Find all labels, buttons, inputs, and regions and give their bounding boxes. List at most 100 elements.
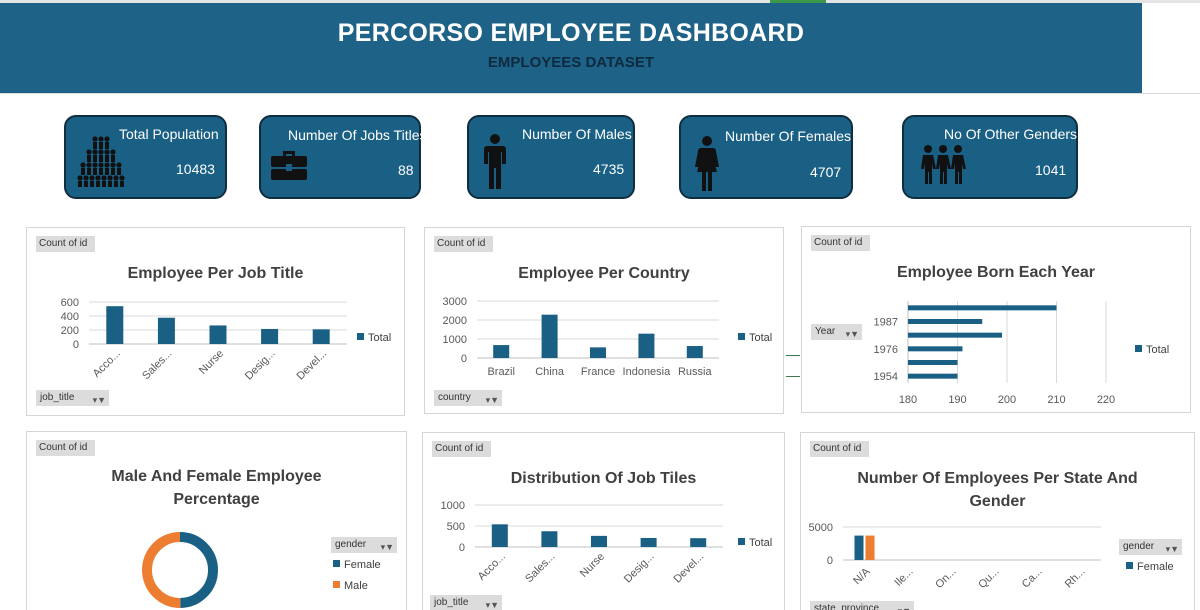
y-tick-label: 200 bbox=[61, 325, 79, 337]
job-title-filter-button[interactable]: job_title ▾▼ bbox=[430, 595, 502, 610]
x-tick-label: Brazil bbox=[487, 366, 515, 378]
gender-filter-button[interactable]: gender ▾▼ bbox=[331, 537, 397, 553]
briefcase-icon bbox=[271, 151, 307, 180]
year-filter-button[interactable]: Year ▾▼ bbox=[811, 324, 862, 340]
x-tick-label: Devel... bbox=[671, 551, 706, 586]
bar bbox=[865, 535, 875, 560]
x-tick-label: 190 bbox=[948, 394, 966, 406]
count-of-id-button[interactable]: Count of id bbox=[36, 236, 96, 252]
bar bbox=[541, 314, 558, 358]
chart-title-line-1: Number Of Employees Per State And bbox=[857, 470, 1138, 487]
y-tick-label: 1000 bbox=[443, 334, 467, 346]
x-tick-label: 210 bbox=[1047, 394, 1065, 406]
x-tick-label: Desig... bbox=[622, 551, 657, 586]
female-person-icon bbox=[695, 136, 719, 191]
legend-swatch bbox=[333, 560, 340, 567]
bar bbox=[640, 537, 657, 547]
legend-swatch bbox=[738, 333, 745, 340]
legend-label: Total bbox=[1146, 344, 1170, 356]
kpi-label: Total Population bbox=[119, 126, 219, 142]
x-tick-label: Russia bbox=[678, 366, 713, 378]
bar bbox=[209, 325, 227, 344]
legend-item-male: Male bbox=[333, 580, 381, 592]
filter-label: Year bbox=[815, 326, 836, 337]
kpi-value: 88 bbox=[398, 162, 414, 178]
x-tick-label: Nurse bbox=[578, 551, 607, 580]
count-of-id-button[interactable]: Count of id bbox=[36, 440, 96, 456]
state-province-filter-button[interactable]: state_province ▾▼ bbox=[810, 601, 914, 610]
bar bbox=[157, 317, 175, 344]
bar bbox=[493, 345, 510, 358]
filter-label: gender bbox=[1123, 541, 1155, 552]
kpi-value: 4735 bbox=[593, 161, 625, 177]
state-gender-bar-chart: 0 5000 N/A Ile... On... Qu... Ca... Rh... bbox=[809, 522, 1101, 591]
x-tick-label: N/A bbox=[851, 565, 873, 587]
panel-employee-per-job-title: Count of id Employee Per Job Title 0 200 4… bbox=[26, 227, 405, 416]
kpi-females: Number Of Females 4707 bbox=[679, 115, 853, 199]
filter-icon: ▾▼ bbox=[380, 542, 394, 552]
y-tick-label: 5000 bbox=[809, 522, 833, 534]
job-title-filter-button[interactable]: job_title ▾▼ bbox=[36, 390, 109, 406]
group-icon bbox=[921, 145, 966, 184]
kpi-label: No Of Other Genders bbox=[944, 126, 1078, 142]
count-of-id-button[interactable]: Count of id bbox=[811, 235, 871, 251]
bar bbox=[908, 319, 983, 324]
filter-label: country bbox=[438, 392, 471, 403]
country-bar-chart: 0 1000 2000 3000 Brazil China France Indonesia R… bbox=[443, 296, 719, 378]
x-tick-label: Acco... bbox=[476, 551, 508, 583]
kpi-total-population: Total Population 10483 bbox=[64, 115, 227, 199]
x-tick-label: Devel... bbox=[294, 348, 329, 383]
chart-title-line-2: Gender bbox=[969, 493, 1026, 510]
kpi-males: Number Of Males 4735 bbox=[467, 115, 635, 199]
x-tick-label: Sales... bbox=[140, 348, 174, 382]
x-tick-label: Ca... bbox=[1020, 566, 1045, 591]
panel-gender-percentage: Count of id Male And Female Employee Per… bbox=[26, 431, 407, 610]
chart-legend: Total bbox=[1135, 344, 1169, 356]
x-tick-label: 220 bbox=[1097, 394, 1115, 406]
x-tick-label: Acco... bbox=[91, 348, 123, 380]
y-tick-label: 3000 bbox=[443, 296, 467, 308]
legend-item-female: Female bbox=[333, 559, 381, 571]
chart-title: Distribution Of Job Tiles bbox=[510, 470, 697, 487]
legend-swatch bbox=[333, 581, 340, 588]
kpi-label: Number Of Males bbox=[522, 126, 632, 142]
people-pyramid-icon bbox=[77, 136, 125, 187]
bar bbox=[590, 347, 606, 358]
bar bbox=[312, 329, 330, 344]
legend-label: Total bbox=[749, 332, 773, 344]
bar bbox=[261, 328, 279, 344]
x-tick-label: 200 bbox=[998, 394, 1016, 406]
sheet-top-edge bbox=[0, 0, 1200, 3]
bar bbox=[908, 360, 958, 365]
donut-slice bbox=[142, 532, 181, 608]
filter-label: job_title bbox=[434, 597, 469, 608]
bar bbox=[690, 538, 707, 547]
count-of-id-button[interactable]: Count of id bbox=[434, 236, 494, 252]
kpi-value: 10483 bbox=[176, 161, 215, 177]
bar bbox=[908, 373, 958, 379]
sheet-active-cell-indicator bbox=[770, 0, 826, 3]
count-of-id-button[interactable]: Count of id bbox=[432, 441, 492, 457]
filter-icon: ▾▼ bbox=[1165, 544, 1179, 554]
y-tick-label: 0 bbox=[459, 542, 465, 554]
dashboard-subtitle: EMPLOYEES DATASET bbox=[487, 54, 655, 71]
bar bbox=[686, 346, 703, 358]
count-of-id-button[interactable]: Count of id bbox=[810, 441, 870, 457]
chart-legend: Total bbox=[738, 332, 772, 344]
chart-title-line-2: Percentage bbox=[173, 491, 260, 508]
y-tick-label: 600 bbox=[61, 297, 79, 309]
bar bbox=[908, 332, 1003, 338]
legend-label: Female bbox=[344, 559, 381, 571]
x-tick-label: Ile... bbox=[892, 566, 915, 589]
y-tick-label: 2000 bbox=[443, 315, 467, 327]
gender-filter-button[interactable]: gender ▾▼ bbox=[1119, 539, 1182, 555]
country-filter-button[interactable]: country ▾▼ bbox=[434, 390, 502, 406]
x-tick-label: Desig... bbox=[243, 348, 278, 383]
bar bbox=[541, 531, 558, 547]
bar bbox=[106, 306, 124, 344]
kpi-job-titles: Number Of Jobs Titles 88 bbox=[259, 115, 427, 199]
chart-legend: Total bbox=[357, 332, 391, 344]
y-tick-label: 400 bbox=[61, 311, 79, 323]
bar bbox=[854, 535, 864, 560]
